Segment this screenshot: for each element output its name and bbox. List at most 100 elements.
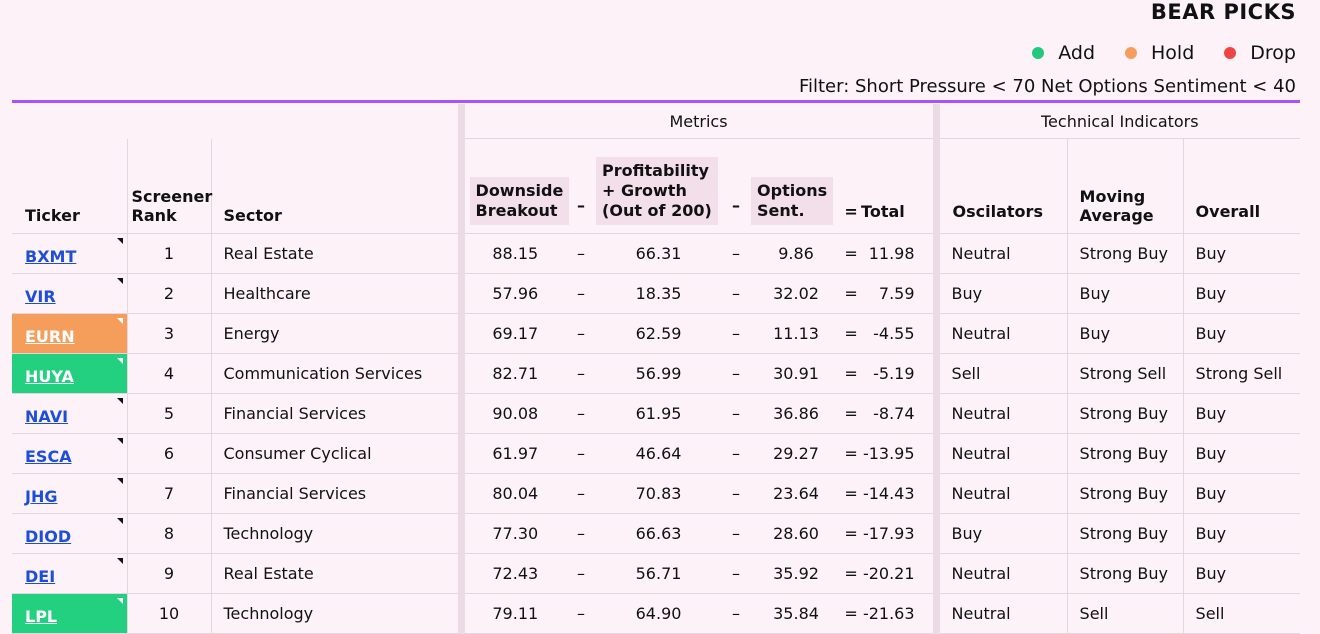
moving-average-cell: Buy <box>1066 273 1184 314</box>
ticker-link[interactable]: EURN <box>25 327 75 346</box>
minus-cell: – <box>721 393 752 434</box>
ticker-link[interactable]: NAVI <box>25 407 69 426</box>
profitability-cell: 61.95 <box>596 393 722 434</box>
minus-cell: – <box>566 473 597 514</box>
sector-cell: Real Estate <box>210 233 462 274</box>
minus-cell: – <box>566 353 597 394</box>
table-row: VIR 2 Healthcare 57.96–18.35–32.02 = 7.59 Buy B… <box>12 273 1301 314</box>
total-cell: 7.59 <box>861 273 937 314</box>
header-line: Moving <box>1079 187 1146 206</box>
sector-cell: Technology <box>210 513 462 554</box>
minus-cell: – <box>721 273 752 314</box>
ticker-link[interactable]: DIOD <box>25 527 72 546</box>
overall-cell: Buy <box>1182 313 1301 354</box>
downside-cell: 77.30 <box>457 513 567 554</box>
header-line: Profitability <box>602 161 709 180</box>
overall-cell: Buy <box>1182 553 1301 594</box>
overall-cell: Buy <box>1182 433 1301 474</box>
total-cell: -5.19 <box>861 353 937 394</box>
rank-cell: 4 <box>126 353 211 394</box>
minus-cell: – <box>566 313 597 354</box>
moving-average-cell: Strong Buy <box>1066 513 1184 554</box>
downside-cell: 79.11 <box>457 593 567 634</box>
table-row: JHG 7 Financial Services 80.04–70.83–23.64 =… <box>12 473 1301 514</box>
header-line: Sent. <box>757 201 805 220</box>
minus-cell: – <box>721 593 752 634</box>
ticker-cell[interactable]: HUYA <box>12 353 127 394</box>
ticker-cell[interactable]: NAVI <box>12 393 127 434</box>
profitability-cell: 70.83 <box>596 473 722 514</box>
add-dot-icon <box>1032 47 1045 59</box>
ticker-link[interactable]: VIR <box>25 287 56 306</box>
options-cell: 32.02 <box>751 273 842 314</box>
ticker-cell[interactable]: DEI <box>12 553 127 594</box>
minus-cell: – <box>566 233 597 274</box>
options-cell: 35.84 <box>751 593 842 634</box>
equals-cell: = <box>841 353 862 394</box>
filter-text: Filter: Short Pressure < 70 Net Options … <box>798 76 1296 97</box>
profitability-cell: 56.99 <box>596 353 722 394</box>
downside-cell: 69.17 <box>457 313 567 354</box>
ticker-cell[interactable]: VIR <box>12 273 127 314</box>
ticker-link[interactable]: BXMT <box>25 247 77 266</box>
comment-marker-icon <box>116 398 123 404</box>
oscillators-cell: Buy <box>932 273 1068 314</box>
moving-average-cell: Sell <box>1066 593 1184 634</box>
oscillators-cell: Neutral <box>932 433 1068 474</box>
downside-cell: 57.96 <box>457 273 567 314</box>
hold-dot-icon <box>1125 47 1138 59</box>
oscillators-cell: Neutral <box>932 313 1068 354</box>
oscillators-cell: Neutral <box>932 473 1068 514</box>
equals-cell: = <box>841 433 862 474</box>
sector-cell: Financial Services <box>210 473 462 514</box>
ticker-link[interactable]: ESCA <box>25 447 72 466</box>
downside-cell: 61.97 <box>457 433 567 474</box>
options-cell: 29.27 <box>751 433 842 474</box>
ticker-link[interactable]: LPL <box>25 607 58 626</box>
ticker-cell[interactable]: ESCA <box>12 433 127 474</box>
comment-marker-icon <box>116 238 123 244</box>
drop-dot-icon <box>1224 47 1237 59</box>
equals-cell: = <box>841 393 862 434</box>
ticker-cell[interactable]: DIOD <box>12 513 127 554</box>
sector-cell: Communication Services <box>210 353 462 394</box>
options-cell: 11.13 <box>751 313 842 354</box>
minus-cell: – <box>566 273 597 314</box>
ticker-cell[interactable]: JHG <box>12 473 127 514</box>
header-line: Screener <box>131 187 213 206</box>
legend-hold: Hold <box>1125 42 1194 64</box>
table-row: EURN 3 Energy 69.17–62.59–11.13 = -4.55 Neutra… <box>12 313 1301 354</box>
overall-cell: Buy <box>1182 473 1301 514</box>
minus-cell: – <box>566 513 597 554</box>
page-title: BEAR PICKS <box>1150 0 1296 24</box>
table-row: LPL 10 Technology 79.11–64.90–35.84 = -21.63 N… <box>12 593 1301 634</box>
overall-cell: Buy <box>1182 233 1301 274</box>
minus-cell: – <box>721 313 752 354</box>
minus-cell: – <box>721 353 752 394</box>
rank-cell: 2 <box>126 273 211 314</box>
sector-header: Sector <box>210 138 462 234</box>
profitability-cell: 66.63 <box>596 513 722 554</box>
overall-header: Overall <box>1182 138 1301 234</box>
minus-cell: – <box>566 553 597 594</box>
header-line: + Growth <box>602 181 687 200</box>
ticker-link[interactable]: DEI <box>25 567 56 586</box>
comment-marker-icon <box>116 598 123 604</box>
header-line: Rank <box>131 206 177 225</box>
equals-cell: = <box>841 513 862 554</box>
downside-cell: 82.71 <box>457 353 567 394</box>
header-line: Downside <box>475 181 564 200</box>
legend-label: Add <box>1058 42 1096 64</box>
ticker-cell[interactable]: LPL <box>12 593 127 634</box>
rank-cell: 1 <box>126 233 211 274</box>
downside-cell: 88.15 <box>457 233 567 274</box>
ticker-cell[interactable]: EURN <box>12 313 127 354</box>
total-cell: -13.95 <box>861 433 937 474</box>
ticker-cell[interactable]: BXMT <box>12 233 127 274</box>
sector-cell: Real Estate <box>210 553 462 594</box>
equals-cell: = <box>841 593 862 634</box>
profitability-header: Profitability + Growth (Out of 200) <box>596 138 722 234</box>
total-cell: -17.93 <box>861 513 937 554</box>
ticker-link[interactable]: JHG <box>25 487 58 506</box>
ticker-link[interactable]: HUYA <box>25 367 74 386</box>
